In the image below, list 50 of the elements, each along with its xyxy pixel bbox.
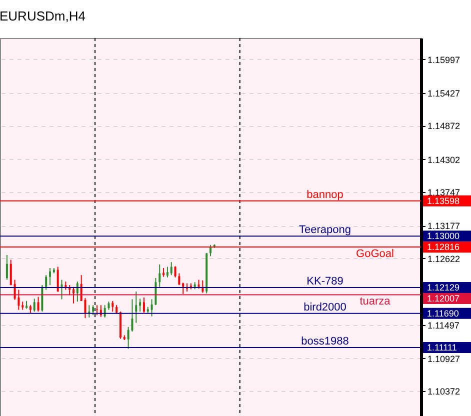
candlestick xyxy=(150,298,153,317)
y-tick-label: 1.14302 xyxy=(428,154,460,165)
text: 1.12816 xyxy=(427,242,460,252)
text: 1.11111 xyxy=(427,342,457,353)
candlestick xyxy=(135,291,138,324)
ref-line-label: bird2000 xyxy=(304,301,346,314)
y-tick-label: 1.10927 xyxy=(428,354,460,364)
candlestick xyxy=(92,304,94,316)
y-tick-label: 1.14872 xyxy=(428,121,460,132)
ref-line-label: KK-789 xyxy=(306,276,344,288)
ref-line-label: Teerapong xyxy=(299,224,351,236)
candlestick xyxy=(6,254,8,280)
text: 1.12129 xyxy=(427,282,460,293)
candlestick xyxy=(112,300,114,312)
y-tick-label: 1.13747 xyxy=(428,188,460,198)
y-tick-label: 1.15997 xyxy=(428,54,460,65)
y-tick-label: 1.10372 xyxy=(428,386,460,397)
ref-line-label: GoGoal xyxy=(356,248,394,260)
text: 1.13598 xyxy=(427,196,460,206)
y-tick-label: 1.13177 xyxy=(428,221,460,232)
candlestick xyxy=(139,298,142,312)
candlestick xyxy=(182,282,184,294)
y-tick-label: 1.12622 xyxy=(428,254,460,264)
candlestick xyxy=(37,296,40,312)
candlestick xyxy=(104,304,106,318)
ref-line-label: tuarza xyxy=(360,296,392,308)
candlestick xyxy=(76,281,78,302)
candlestick xyxy=(41,284,44,312)
candlestick xyxy=(10,259,12,286)
candlestick xyxy=(158,264,161,288)
candlestick xyxy=(166,266,168,278)
candlestick xyxy=(142,296,145,314)
candlestick xyxy=(33,298,36,312)
candlestick xyxy=(170,262,172,276)
ref-line-label: bannop xyxy=(306,188,344,201)
candlestick xyxy=(45,274,48,290)
candlestick xyxy=(178,272,180,286)
candlestick xyxy=(72,286,74,304)
y-tick-label: 1.11497 xyxy=(428,320,460,330)
text: 1.11690 xyxy=(427,308,459,318)
chart-title: EURUSDm,H4 xyxy=(0,8,86,24)
candlestick xyxy=(174,266,176,278)
candlestick xyxy=(49,267,52,286)
ref-line-label: boss1988 xyxy=(301,336,349,348)
candlestick xyxy=(154,278,157,306)
text: 1.12007 xyxy=(427,294,460,304)
text: 1.13000 xyxy=(427,231,460,242)
candlestick xyxy=(60,279,63,300)
y-tick-label: 1.15427 xyxy=(428,88,460,99)
candlestick xyxy=(210,244,212,257)
